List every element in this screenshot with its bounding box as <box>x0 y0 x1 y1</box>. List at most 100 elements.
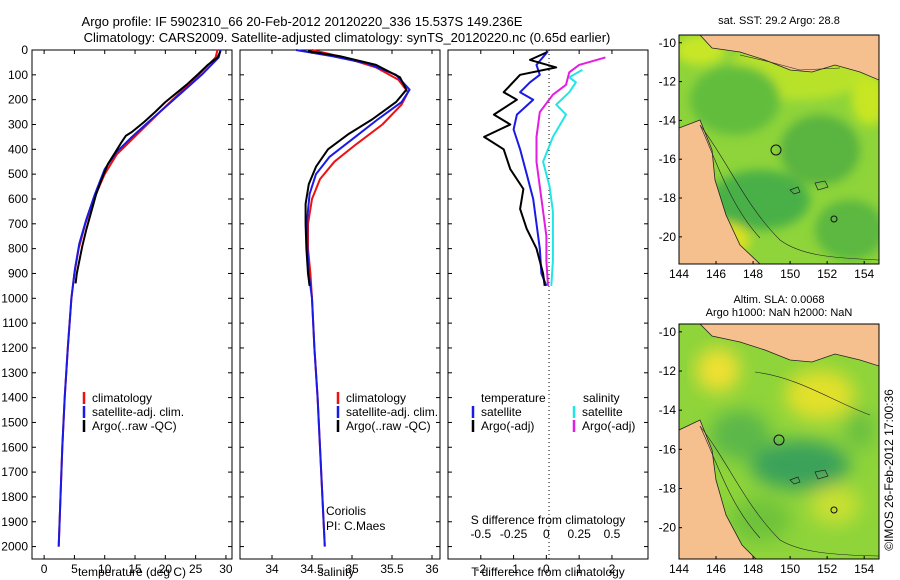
y-tick-label: 800 <box>8 242 28 256</box>
series-line-s-argo <box>535 56 606 286</box>
sla-map-title1: Altim. SLA: 0.0068 <box>733 294 824 306</box>
temperature-xlabel: temperature (deg C) <box>78 565 186 579</box>
legend-t-argo: Argo(-adj) <box>481 419 534 433</box>
x-tick-label: 10 <box>98 562 112 576</box>
credit: ©IMOS 26-Feb-2012 17:00:36 <box>882 389 896 551</box>
difference-panel-frame <box>447 49 649 560</box>
y-tick-label: 1600 <box>1 440 28 454</box>
sst-map-title: sat. SST: 29.2 Argo: 28.8 <box>718 15 840 27</box>
x-tick-label: 34 <box>265 562 279 576</box>
x-tick-label: -2 <box>475 562 486 576</box>
y-tick-label: 1900 <box>1 515 28 529</box>
x-tick-label: 5 <box>71 562 78 576</box>
y-tick-label: 1200 <box>1 341 28 355</box>
legend-s-argo: Argo(-adj) <box>582 419 635 433</box>
x-tick-label-top: 0.5 <box>604 527 621 541</box>
y-tick-label: 500 <box>8 167 28 181</box>
map-x-tick-label: 150 <box>780 267 800 281</box>
map-x-tick-label: 144 <box>669 562 689 576</box>
y-tick-label: 1700 <box>1 465 28 479</box>
map-x-tick-label: 154 <box>854 267 874 281</box>
map-x-tick-label: 148 <box>743 267 763 281</box>
x-tick-label: 34.5 <box>300 562 324 576</box>
x-tick-label: 30 <box>219 562 233 576</box>
title-line1: Argo profile: IF 5902310_66 20-Feb-2012 … <box>82 14 523 29</box>
map-y-tick-label: -20 <box>659 230 677 244</box>
x-tick-label: 35 <box>345 562 359 576</box>
x-tick-label: 1 <box>576 562 583 576</box>
map-x-tick-label: 150 <box>780 562 800 576</box>
sla-map <box>679 324 879 559</box>
legend-satellite: satellite-adj. clim. <box>92 405 184 419</box>
y-tick-label: 300 <box>8 117 28 131</box>
y-tick-label: 700 <box>8 217 28 231</box>
y-tick-label: 100 <box>8 68 28 82</box>
map-x-tick-label: 152 <box>817 267 837 281</box>
map-x-tick-label: 154 <box>854 562 874 576</box>
map-y-tick-label: -10 <box>659 36 677 50</box>
legend-t-satellite: satellite <box>481 405 522 419</box>
map-y-tick-label: -14 <box>659 403 677 417</box>
y-tick-label: 400 <box>8 142 28 156</box>
map-y-tick-label: -12 <box>659 75 677 89</box>
sla-map-title2: Argo h1000: NaN h2000: NaN <box>706 307 853 319</box>
salinity-legend: climatology satellite-adj. clim. Argo(..… <box>326 391 438 533</box>
map-x-tick-label: 146 <box>706 562 726 576</box>
annotation-pi: PI: C.Maes <box>326 519 385 533</box>
y-tick-label: 900 <box>8 266 28 280</box>
sst-map-frame <box>678 34 880 265</box>
y-tick-label: 200 <box>8 93 28 107</box>
difference-xlabel: T difference from climatology <box>471 565 625 579</box>
sst-map <box>679 35 879 264</box>
y-tick-label: 1300 <box>1 366 28 380</box>
y-tick-label: 1500 <box>1 415 28 429</box>
map-y-tick-label: -14 <box>659 113 677 127</box>
series-line-s-satellite <box>542 69 583 286</box>
x-tick-label: 15 <box>128 562 142 576</box>
x-tick-label: 36 <box>425 562 439 576</box>
series-line-argo <box>74 50 222 284</box>
sla-map-frame <box>678 323 880 560</box>
series-line-argo <box>304 50 408 287</box>
map-y-tick-label: -20 <box>659 521 677 535</box>
temperature-panel-frame <box>31 49 233 560</box>
legend-climatology: climatology <box>346 391 406 405</box>
map-y-tick-label: -16 <box>659 152 677 166</box>
x-tick-label-top: -0.5 <box>470 527 491 541</box>
x-tick-label: -1 <box>508 562 519 576</box>
map-x-tick-label: 152 <box>817 562 837 576</box>
annotation-coriolis: Coriolis <box>326 504 366 518</box>
legend-argo: Argo(..raw -QC) <box>92 419 177 433</box>
legend-s-satellite: satellite <box>582 405 623 419</box>
map-y-tick-label: -12 <box>659 364 677 378</box>
difference-legend: temperature salinity satellite Argo(-adj… <box>471 391 635 433</box>
x-tick-label-top: 0 <box>543 527 550 541</box>
legend-argo: Argo(..raw -QC) <box>346 419 431 433</box>
series-line-t-satellite <box>512 50 549 287</box>
series-line-climatology <box>57 49 219 547</box>
y-tick-label: 0 <box>21 43 28 57</box>
legend-climatology: climatology <box>92 391 152 405</box>
series-line-climatology <box>307 49 409 547</box>
x-tick-label: 0 <box>41 562 48 576</box>
y-tick-label: 2000 <box>1 540 28 554</box>
map-y-tick-label: -16 <box>659 442 677 456</box>
map-y-tick-label: -10 <box>659 325 677 339</box>
y-tick-label: 1000 <box>1 291 28 305</box>
salinity-panel-frame <box>239 49 441 560</box>
series-line-t-argo <box>483 51 558 287</box>
legend-title-salinity: salinity <box>583 391 620 405</box>
x-tick-label-top: 0.25 <box>567 527 591 541</box>
legend-title-temperature: temperature <box>481 391 546 405</box>
salinity-xlabel: salinity <box>318 565 355 579</box>
difference-xlabel-top: S difference from climatology <box>471 513 626 527</box>
map-y-tick-label: -18 <box>659 191 677 205</box>
x-tick-label-top: -0.25 <box>500 527 528 541</box>
x-tick-label: 2 <box>609 562 616 576</box>
map-x-tick-label: 146 <box>706 267 726 281</box>
map-x-tick-label: 144 <box>669 267 689 281</box>
temperature-legend: climatology satellite-adj. clim. Argo(..… <box>82 391 184 433</box>
legend-satellite: satellite-adj. clim. <box>346 405 438 419</box>
map-y-tick-label: -18 <box>659 482 677 496</box>
